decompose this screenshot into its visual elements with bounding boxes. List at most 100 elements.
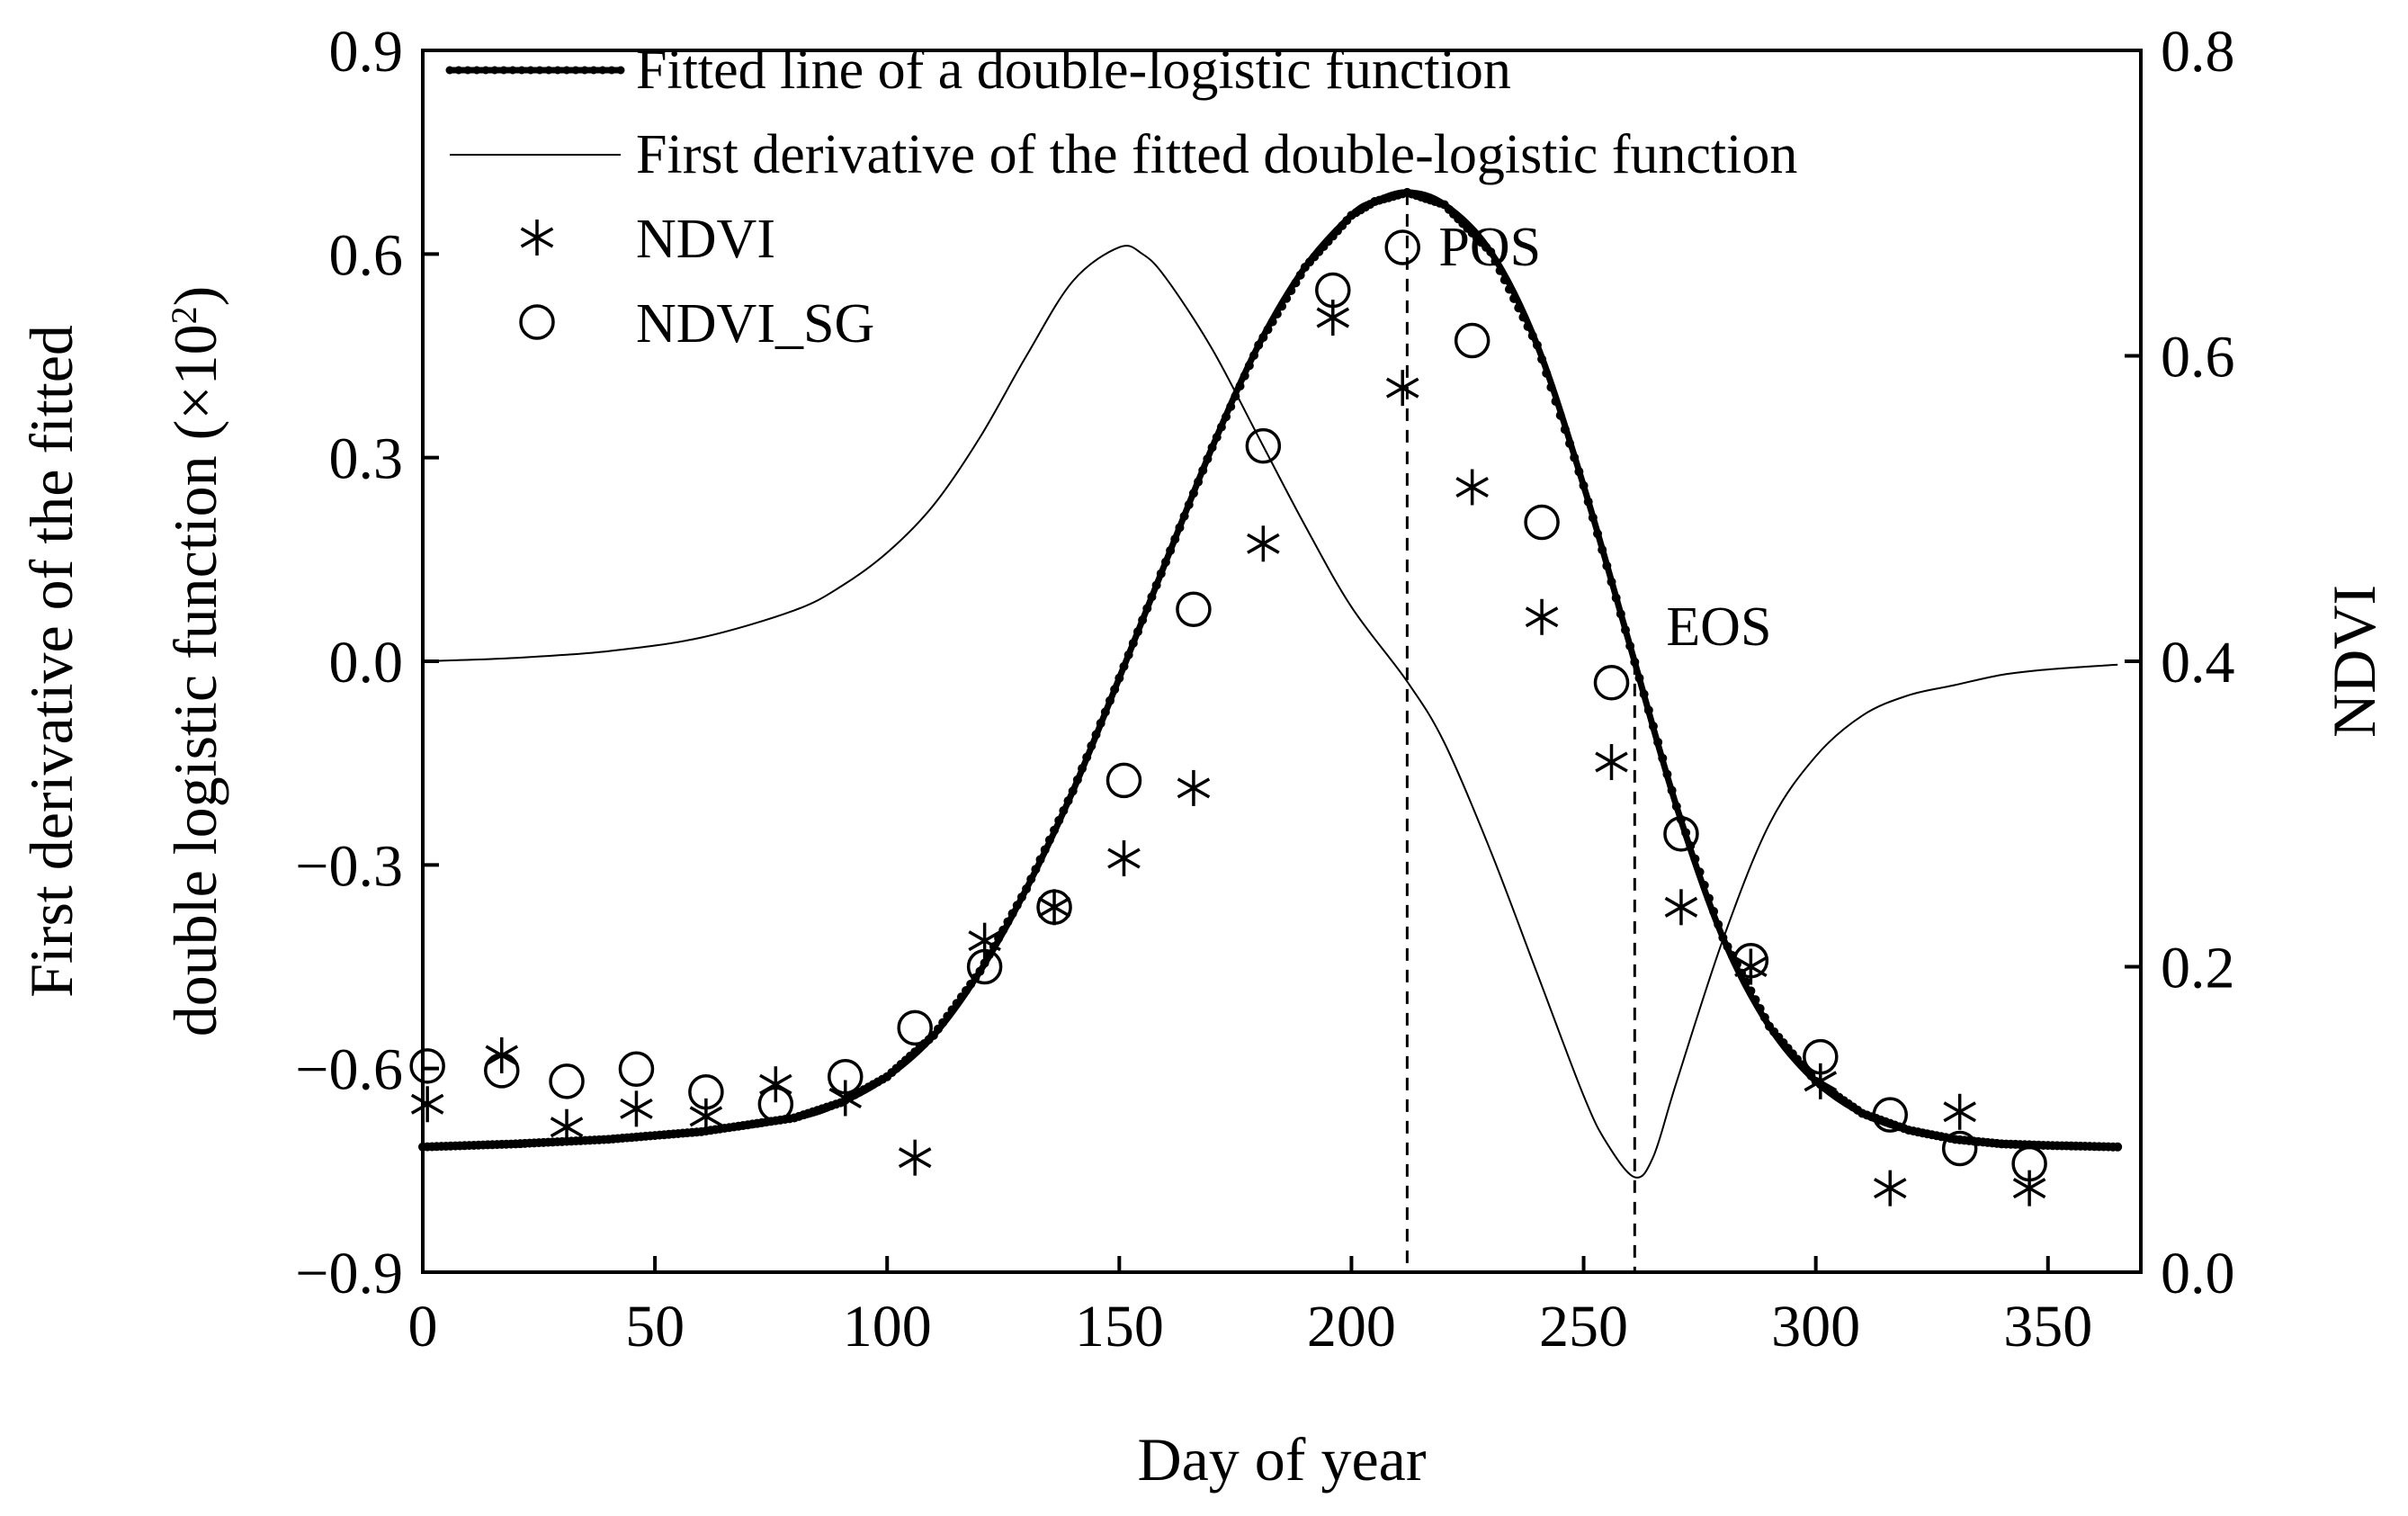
fitted-line-dot [1593,529,1603,539]
y-left-tick-label: −0.9 [295,1241,403,1306]
ndvi-sg-point [897,1009,933,1046]
fitted-line-dot [994,933,1004,943]
fitted-line-dot [1490,256,1500,266]
y-left-tick-label: 0.3 [329,426,404,492]
ndvi-sg-point [1941,1130,1978,1167]
fitted-line-dot [1704,893,1714,903]
fitted-line-dot [1583,497,1593,507]
ticks: 0 50 100 150 200 250 300 350 0.9 0.6 0.3 0.0 −0.3 −0.… [295,19,2234,1359]
fitted-line-dot [1509,293,1519,303]
fitted-line-dot [1203,454,1213,464]
ndvi-sg-point [484,1053,520,1089]
y-left-tick-label: 0.9 [329,19,404,85]
legend-swatch-fitted-dot [580,66,589,75]
fitted-line-dot [956,992,966,1002]
fitted-line-dot [998,925,1008,935]
legend-swatch-ndvi-sg [519,304,555,340]
fitted-line-dot [1160,557,1170,567]
ndvi-point [1595,744,1628,781]
ndvi-point [1247,525,1280,562]
ndvi-sg-point [1454,322,1490,359]
fitted-line-dot [1054,815,1064,825]
ndvi-sg-point [757,1086,794,1123]
ndvi-sg-point [828,1058,864,1095]
fitted-line-dot [1263,325,1273,335]
x-tick-label: 300 [1771,1294,1860,1359]
ndvi-point [2012,1170,2046,1207]
fitted-line-dot [1123,650,1133,659]
annotation-label-eos: EOS [1666,597,1771,658]
fitted-line-dot [961,985,971,995]
fitted-line-dot [966,979,976,989]
fitted-line-dot [1625,641,1635,651]
fitted-line-dot [1166,545,1176,555]
ndvi-point [1664,889,1698,926]
fitted-line-dot [1750,995,1760,1005]
fitted-line-dot [1690,854,1700,864]
legend-label-0: Fitted line of a double-logistic functio… [636,40,1511,101]
legend-swatch-fitted-dot [472,66,481,75]
ndvi-sg-point [618,1051,655,1087]
fitted-line-dot [1207,443,1217,453]
legend-swatch-fitted-dot [544,66,553,75]
fitted-line-dot [1611,593,1621,603]
x-tick-label: 100 [843,1294,932,1359]
ndvi-sg-point [549,1063,585,1099]
fitted-line-dot [1272,309,1282,318]
fitted-line-dot [1653,737,1663,747]
y-right-tick-label: 0.8 [2161,19,2235,85]
ndvi-sg-point [1315,272,1351,309]
fitted-line-dot [1078,764,1088,774]
fitted-line-dot [1570,453,1580,462]
fitted-line-dot [1291,278,1301,288]
legend-swatch-fitted-dot [454,66,463,75]
y-right-tick-label: 0.2 [2161,936,2235,1001]
fitted-line-dot [1022,884,1032,893]
fitted-line-dot [1198,465,1208,475]
fitted-line-dot [980,958,989,968]
fitted-line-dot [1147,592,1157,602]
legend-swatch-fitted-dot [508,66,517,75]
fitted-line-dot [1016,893,1026,902]
fitted-line-dot [1523,321,1533,331]
fitted-line-dot [1671,802,1681,812]
legend-swatch-fitted-dot [535,66,544,75]
y-left-tick-label: 0.0 [329,630,404,695]
y-left-tick-label: −0.6 [295,1037,403,1103]
legend-swatch-fitted-dot [553,66,562,75]
y-left-title-close: ) [161,286,229,307]
fitted-line-dot [1096,718,1106,728]
legend-swatch-fitted-dot [445,66,454,75]
fitted-line-dot [1518,312,1528,322]
ndvi-sg-point [1663,816,1699,852]
x-tick-label: 0 [408,1294,438,1359]
y-right-tick-label: 0.0 [2161,1241,2235,1306]
legend-swatch-fitted-dot [499,66,508,75]
fitted-line-dot [1532,340,1542,350]
ndvi-point [759,1066,792,1103]
derivative-line [422,245,2118,1179]
legend-label-2: NDVI [636,209,775,270]
fitted-line-dot [1499,275,1509,285]
fitted-line-dot [1648,722,1658,731]
legend-swatch-fitted-dot [598,66,607,75]
legend: Fitted line of a double-logistic functio… [445,40,1797,354]
fitted-line-dot [1602,561,1612,570]
ndvi-point [620,1090,653,1127]
ndvi-point [410,1086,444,1123]
fitted-line-dot [947,1005,957,1015]
fitted-line-dot [1542,368,1552,378]
fitted-line-dot [1132,627,1142,637]
ndvi-point [828,1080,863,1117]
fitted-line-dot [1170,534,1180,544]
fitted-line-dot [1551,397,1561,407]
fitted-line-dot [1709,907,1719,917]
fitted-line-dot [1616,609,1625,619]
fitted-line-dot [1249,350,1259,360]
fitted-line-dot [1188,489,1198,498]
legend-swatch-fitted-dot [562,66,571,75]
fitted-line-dot [1179,511,1189,521]
fitted-line-dot [952,999,962,1009]
legend-swatch-fitted-dot [616,66,625,75]
